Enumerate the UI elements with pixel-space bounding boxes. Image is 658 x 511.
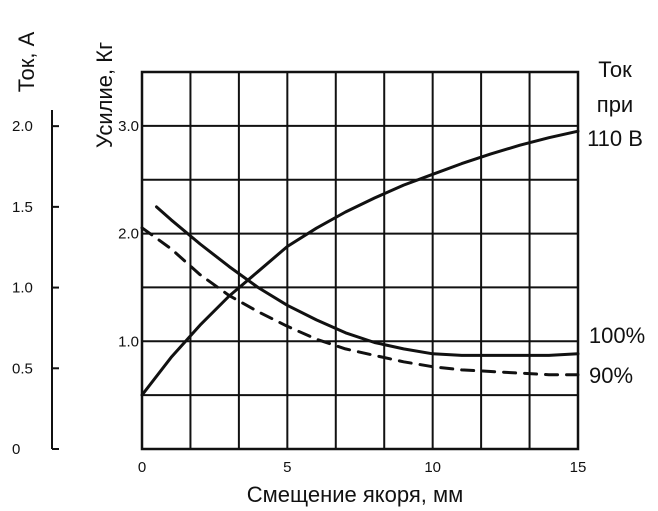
labels: Смещение якоря, мм Усилие, Кг Ток, А Ток при… [14, 31, 645, 507]
series-line [140, 129, 580, 397]
series [140, 129, 580, 397]
y2-tick-label: 0 [12, 441, 20, 458]
x-tick-label: 5 [283, 459, 291, 476]
y2-tick-label: 1.0 [12, 280, 33, 297]
label-100-percent: 100% [589, 323, 645, 348]
x-tick-label: 10 [424, 459, 441, 476]
y2-axis-label: Ток, А [14, 31, 39, 92]
label-90-percent: 90% [589, 363, 633, 388]
x-tick-label: 0 [138, 459, 146, 476]
current-label-line3: 110 В [587, 126, 643, 151]
y-tick-label: 3.0 [118, 118, 139, 135]
y2-tick-label: 2.0 [12, 118, 33, 135]
axes: 0 5 10 15 1.0 2.0 3.0 0 0.5 1.0 1.5 2.0 [12, 110, 586, 476]
y-axis-label: Усилие, Кг [92, 42, 117, 148]
y-tick-label: 1.0 [118, 333, 139, 350]
y2-tick-label: 0.5 [12, 360, 33, 377]
plot-border [140, 70, 580, 451]
x-tick-label: 15 [570, 459, 587, 476]
grid [140, 70, 580, 451]
x-axis-label: Смещение якоря, мм [247, 482, 464, 507]
y-tick-label: 2.0 [118, 226, 139, 243]
current-label-line1: Ток [598, 57, 632, 82]
current-label-line2: при [597, 92, 633, 117]
series-line [140, 226, 580, 377]
y2-tick-label: 1.5 [12, 199, 33, 216]
series-line [155, 205, 580, 357]
